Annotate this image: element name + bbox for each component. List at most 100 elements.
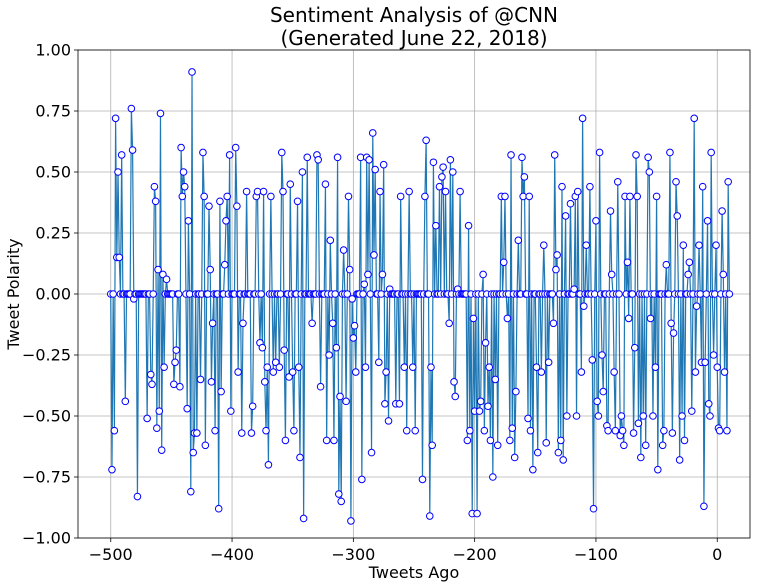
data-point (510, 453, 519, 462)
data-point (109, 290, 117, 298)
data-point (359, 290, 367, 298)
data-point (503, 314, 512, 323)
data-point (108, 465, 116, 474)
y-tick-label: −0.25 (22, 346, 71, 365)
data-point (637, 453, 645, 462)
data-point (718, 207, 726, 215)
data-point (384, 417, 393, 425)
y-tick-label: −0.75 (22, 468, 71, 487)
data-point (475, 407, 484, 415)
data-point (617, 412, 626, 420)
data-point (351, 368, 360, 376)
data-point (613, 177, 622, 186)
data-point (507, 151, 515, 159)
data-point (499, 258, 508, 267)
data-point (418, 475, 427, 484)
data-point (641, 441, 650, 450)
data-point (128, 146, 137, 154)
data-point (566, 199, 575, 208)
data-point (371, 165, 379, 174)
data-point (308, 319, 316, 328)
data-point (375, 358, 383, 367)
data-point (464, 221, 473, 230)
data-point (171, 358, 179, 367)
data-point (429, 158, 438, 167)
data-point (321, 180, 330, 188)
data-point (303, 153, 312, 162)
data-point (176, 382, 184, 391)
data-point (293, 197, 302, 206)
data-point (439, 163, 447, 171)
data-point (645, 168, 654, 176)
data-point (598, 351, 606, 359)
data-point (715, 426, 724, 435)
data-point (286, 180, 295, 188)
data-point (690, 114, 699, 123)
data-point (189, 448, 198, 457)
data-point (592, 217, 600, 225)
data-point (709, 351, 718, 359)
data-point (361, 363, 370, 372)
data-point (115, 253, 124, 262)
data-point (599, 387, 608, 396)
data-point (672, 177, 680, 186)
data-point (610, 368, 618, 376)
x-tick-label: −300 (331, 545, 375, 564)
data-point (262, 426, 270, 435)
data-point (428, 441, 436, 450)
data-point (405, 187, 413, 196)
data-point (572, 412, 581, 420)
data-point (649, 412, 657, 420)
data-point (223, 192, 231, 201)
data-point (196, 375, 205, 384)
data-point (127, 104, 136, 113)
data-point (533, 448, 542, 457)
data-point (660, 426, 668, 435)
data-point (479, 270, 487, 279)
data-point (328, 319, 337, 328)
data-point (364, 270, 372, 279)
data-point (639, 412, 648, 420)
data-point (589, 504, 598, 513)
chart-title-line-2: (Generated June 22, 2018) (280, 26, 547, 50)
data-point (180, 182, 189, 191)
data-point (234, 368, 242, 376)
x-tick-label: −500 (89, 545, 133, 564)
chart-title-line-1: Sentiment Analysis of @CNN (270, 3, 558, 27)
data-point (279, 187, 287, 196)
data-point (450, 378, 458, 386)
data-point (177, 143, 185, 152)
data-point (233, 202, 241, 210)
data-point (225, 151, 234, 159)
data-point (559, 456, 568, 464)
data-point (449, 168, 457, 176)
data-point (299, 514, 308, 523)
data-point (615, 290, 623, 298)
data-point (473, 509, 481, 518)
data-point (360, 280, 369, 289)
data-point (593, 397, 601, 406)
data-point (395, 400, 404, 408)
x-tick-label: −200 (453, 545, 497, 564)
data-point (239, 319, 247, 328)
data-point (267, 192, 275, 201)
data-point (594, 412, 603, 420)
data-point (343, 290, 352, 298)
data-point (481, 339, 490, 347)
data-point (333, 153, 342, 162)
data-point (680, 436, 689, 445)
data-point (553, 251, 561, 259)
data-point (550, 151, 559, 159)
data-point (525, 192, 534, 201)
data-point (207, 378, 216, 386)
data-point (330, 436, 338, 445)
data-point (345, 265, 354, 274)
data-point (537, 368, 546, 376)
data-point (379, 160, 388, 169)
data-point (524, 414, 532, 423)
data-point (526, 426, 535, 435)
data-point (288, 368, 297, 376)
data-point (227, 407, 235, 415)
data-point (183, 404, 191, 413)
